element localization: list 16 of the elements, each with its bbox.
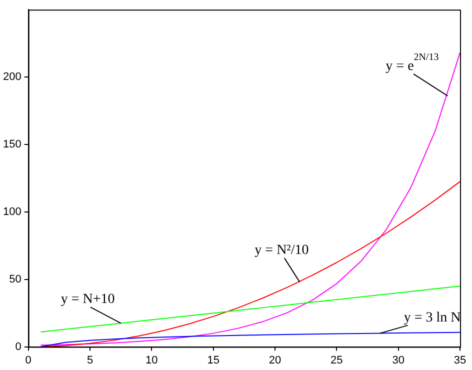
x-tick-label: 30: [392, 354, 404, 366]
x-tick-label: 0: [25, 354, 32, 366]
x-tick-label: 20: [268, 354, 282, 366]
y-tick-label: 0: [15, 340, 22, 353]
x-tick-label: 35: [454, 354, 466, 366]
x-tick-label: 10: [146, 354, 158, 366]
annotation: y = 3 ln N: [404, 310, 461, 326]
x-tick-label: 25: [330, 354, 343, 366]
y-tick-label: 100: [2, 206, 22, 218]
y-tick-label: 50: [9, 273, 22, 286]
annotation: y = N+10: [60, 292, 115, 308]
x-tick-label: 5: [86, 354, 94, 366]
y-tick-label: 200: [2, 71, 22, 84]
x-tick-label: 15: [207, 354, 220, 366]
annotation: y = N²/10: [254, 243, 309, 258]
y-tick-label: 150: [2, 138, 22, 151]
